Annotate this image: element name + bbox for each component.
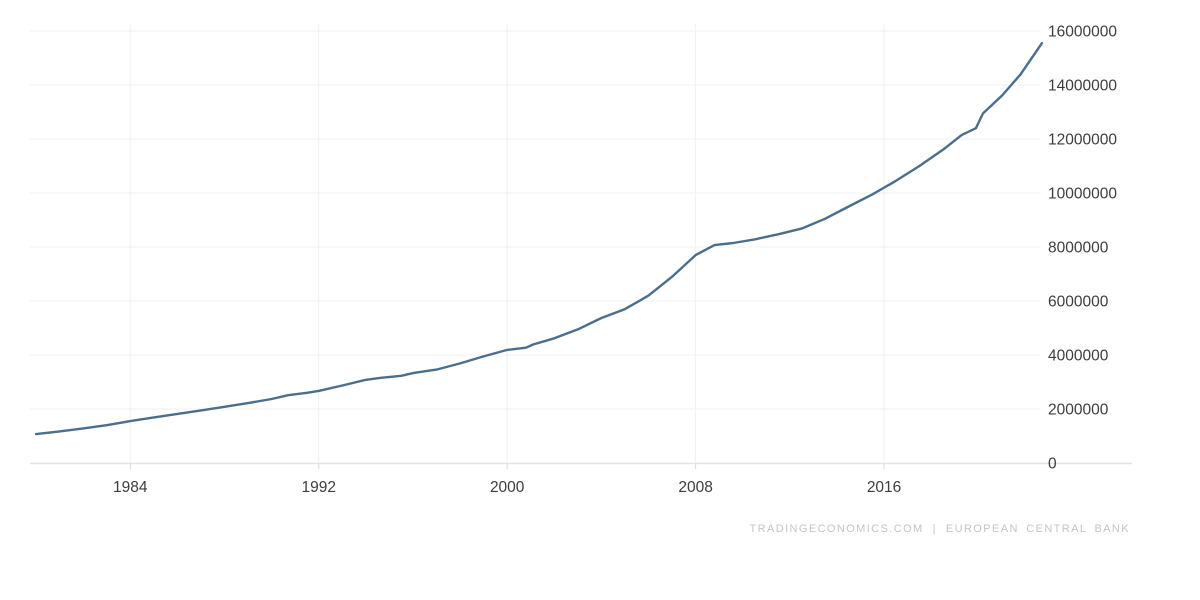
y-tick-label: 10000000 (1048, 186, 1117, 203)
y-tick-label: 16000000 (1048, 24, 1117, 41)
y-tick-label: 12000000 (1048, 132, 1117, 149)
x-tick-label: 1984 (113, 479, 148, 496)
y-tick-label: 6000000 (1048, 294, 1109, 311)
y-tick-label: 4000000 (1048, 348, 1109, 365)
watermark-source-provider: EUROPEAN CENTRAL BANK (945, 523, 1130, 535)
watermark-separator: | (932, 523, 937, 535)
watermark-source-site: TRADINGECONOMICS.COM (749, 523, 924, 535)
watermark: TRADINGECONOMICS.COM | EUROPEAN CENTRAL BA… (750, 523, 1130, 535)
y-tick-label: 14000000 (1048, 78, 1117, 95)
y-tick-label: 8000000 (1048, 240, 1109, 257)
x-tick-label: 1992 (301, 479, 335, 496)
x-tick-label: 2008 (678, 479, 712, 496)
data-series-line (34, 42, 1044, 436)
y-tick-label: 2000000 (1048, 402, 1109, 419)
y-tick-label: 0 (1048, 456, 1057, 473)
x-tick-label: 2000 (490, 479, 525, 496)
x-tick-label: 2016 (867, 479, 901, 496)
